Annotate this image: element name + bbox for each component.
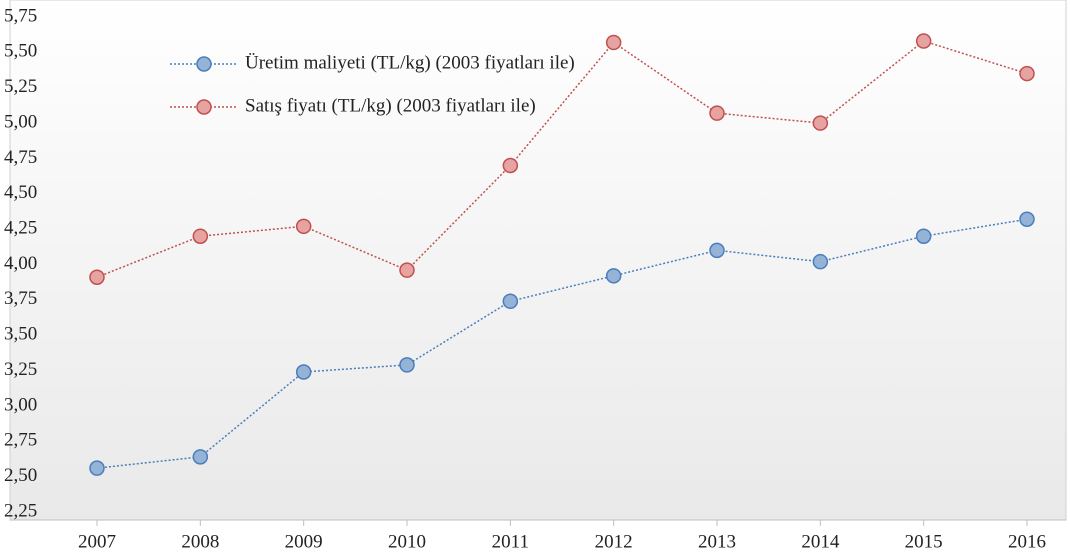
x-tick-label: 2009 (285, 531, 323, 552)
series-line (96, 218, 1028, 469)
data-point (502, 293, 519, 310)
y-tick-label: 5,50 (4, 41, 37, 62)
x-tick-label: 2010 (388, 531, 426, 552)
legend-label: Satış fiyatı (TL/kg) (2003 fiyatları ile… (245, 95, 536, 116)
data-point (709, 105, 725, 121)
legend-marker (196, 99, 212, 115)
data-point (709, 242, 725, 259)
data-point (399, 357, 415, 373)
y-tick-label: 4,75 (4, 147, 37, 168)
data-point (192, 228, 209, 244)
data-point (399, 262, 415, 278)
y-tick-label: 4,25 (4, 218, 37, 239)
data-point (915, 228, 932, 244)
x-tick-label: 2007 (78, 531, 116, 552)
x-tick-label: 2015 (905, 531, 943, 552)
y-tick-label: 4,50 (4, 182, 37, 203)
legend-marker (196, 56, 212, 72)
data-point (192, 449, 209, 465)
y-tick-label: 5,00 (4, 111, 37, 132)
data-point (295, 364, 312, 380)
y-tick-label: 2,75 (4, 430, 37, 451)
x-tick-label: 2013 (698, 531, 736, 552)
y-tick-label: 4,00 (4, 253, 37, 274)
data-point (812, 253, 829, 270)
x-tick-label: 2012 (595, 531, 633, 552)
data-point (812, 115, 829, 131)
y-tick-label: 2,50 (4, 465, 37, 486)
y-tick-label: 2,25 (4, 500, 37, 521)
legend-label: Üretim maliyeti (TL/kg) (2003 fiyatları … (245, 52, 575, 73)
x-tick-label: 2008 (181, 531, 219, 552)
data-point (89, 269, 105, 285)
y-tick-label: 3,50 (4, 324, 37, 345)
y-tick-label: 3,75 (4, 288, 37, 309)
x-tick-label: 2011 (492, 531, 529, 552)
data-point (605, 34, 622, 51)
plot-background (9, 0, 1067, 521)
y-tick-label: 3,00 (4, 394, 37, 415)
y-tick-label: 5,75 (4, 5, 37, 26)
data-point (605, 268, 622, 284)
data-point (89, 460, 105, 476)
y-tick-label: 3,25 (4, 359, 37, 380)
data-point (295, 218, 312, 235)
data-point (1019, 65, 1035, 82)
y-tick-label: 5,25 (4, 76, 37, 97)
x-tick-label: 2016 (1008, 531, 1046, 552)
data-point (915, 33, 932, 49)
data-point (502, 157, 519, 174)
series-line (96, 40, 1028, 278)
x-tick-label: 2014 (801, 531, 840, 552)
data-point (1019, 211, 1035, 227)
